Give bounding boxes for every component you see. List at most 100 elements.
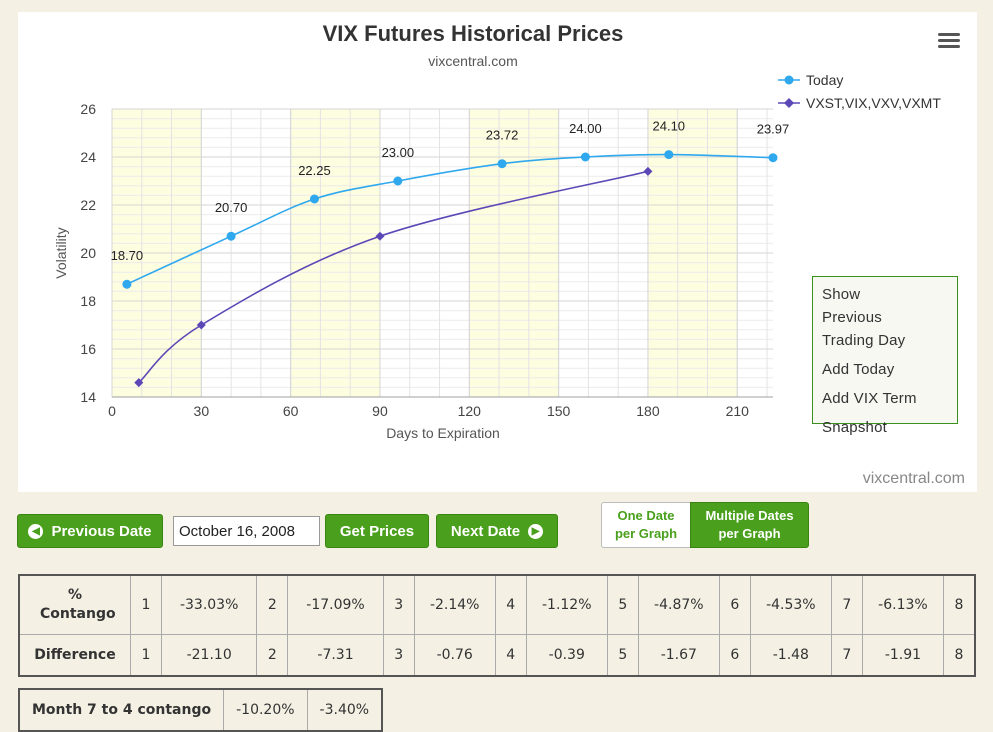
chart-title: VIX Futures Historical Prices	[323, 21, 624, 46]
data-label: 18.70	[111, 248, 144, 263]
data-label: 23.97	[757, 122, 790, 137]
diamond-marker-icon	[778, 97, 800, 108]
y-tick-label: 24	[80, 149, 96, 165]
add-today-item[interactable]: Add Today	[822, 361, 895, 378]
month-cell: 4	[494, 574, 527, 635]
x-tick-label: 210	[726, 403, 750, 419]
month-cell: 6	[718, 634, 751, 677]
add-vix-term-item[interactable]: Add VIX Term	[822, 390, 917, 407]
next-date-label: Next Date	[450, 522, 521, 540]
contango-table: % Contango 1 -33.03% 2 -17.09% 3 -2.14% …	[18, 574, 976, 677]
y-tick-label: 22	[80, 197, 96, 213]
one-date-label: One Date per Graph	[614, 508, 678, 541]
difference-value: -1.91	[861, 634, 945, 677]
today-point[interactable]	[393, 176, 403, 186]
contango-row: % Contango 1 -33.03% 2 -17.09% 3 -2.14% …	[18, 574, 976, 635]
today-point[interactable]	[768, 153, 778, 163]
chart-subtitle: vixcentral.com	[428, 53, 517, 69]
circle-arrow-right-icon: ▶	[528, 523, 544, 539]
hamburger-menu-icon[interactable]	[935, 30, 963, 54]
data-label: 20.70	[215, 200, 248, 215]
term-point[interactable]	[134, 378, 144, 388]
month-cell: 7	[830, 634, 863, 677]
y-tick-label: 14	[80, 389, 96, 405]
data-label: 23.00	[382, 145, 415, 160]
previous-date-button[interactable]: ◀ Previous Date	[17, 514, 163, 548]
x-tick-label: 90	[372, 403, 388, 419]
series-line-term	[138, 170, 649, 384]
month-cell: 3	[382, 634, 415, 677]
today-point[interactable]	[580, 152, 590, 162]
today-point[interactable]	[664, 150, 674, 160]
contango-value: -17.09%	[287, 574, 384, 635]
difference-value: -0.76	[413, 634, 496, 677]
month-cell: 8	[943, 574, 976, 635]
circle-arrow-left-icon: ◀	[28, 523, 44, 539]
contango-value: -4.53%	[749, 574, 832, 635]
x-tick-label: 60	[283, 403, 299, 419]
data-label: 24.10	[653, 119, 686, 134]
contango-value: -6.13%	[861, 574, 945, 635]
series-line-today	[126, 153, 774, 285]
vix-futures-chart: 14 16 18 20 22 24 26 0 30 60 90 120 150 180 210 VIX Fut…	[53, 21, 790, 441]
data-label: 24.00	[569, 121, 602, 136]
summary-value: -3.40%	[306, 688, 383, 732]
difference-label: Difference	[18, 634, 131, 677]
month-cell: 2	[256, 574, 289, 635]
next-date-button[interactable]: Next Date ▶	[436, 514, 558, 548]
today-point[interactable]	[122, 279, 132, 289]
month-cell: 8	[943, 634, 976, 677]
summary-label: Month 7 to 4 contango	[18, 688, 225, 732]
month-7-to-4-contango-table: Month 7 to 4 contango -10.20% -3.40%	[18, 688, 384, 732]
legend-item-term[interactable]: VXST,VIX,VXV,VXMT	[778, 91, 941, 114]
one-date-per-graph-toggle[interactable]: One Date per Graph	[601, 502, 691, 548]
term-point[interactable]	[643, 166, 653, 176]
contango-value: -1.12%	[525, 574, 608, 635]
month-cell: 1	[130, 634, 162, 677]
contango-label: % Contango	[18, 574, 131, 635]
x-tick-label: 0	[108, 403, 116, 419]
legend-item-today[interactable]: Today	[778, 68, 941, 91]
difference-value: -1.48	[749, 634, 832, 677]
difference-value: -7.31	[287, 634, 384, 677]
term-point[interactable]	[375, 231, 385, 241]
difference-row: Difference 1 -21.10 2 -7.31 3 -0.76 4 -0…	[18, 634, 976, 677]
y-tick-label: 26	[80, 101, 96, 117]
get-prices-label: Get Prices	[339, 522, 415, 540]
summary-row: Month 7 to 4 contango -10.20% -3.40%	[18, 688, 383, 732]
y-tick-label: 16	[80, 341, 96, 357]
date-input[interactable]	[173, 516, 320, 546]
today-point[interactable]	[497, 159, 507, 169]
chart-side-menu: Show Previous Trading Day Add Today Add …	[812, 276, 958, 436]
x-axis-label: Days to Expiration	[386, 425, 500, 441]
previous-date-label: Previous Date	[51, 522, 152, 540]
month-cell: 2	[256, 634, 289, 677]
month-cell: 4	[494, 634, 527, 677]
multiple-dates-per-graph-toggle[interactable]: Multiple Dates per Graph	[690, 502, 809, 548]
chart-legend: Today VXST,VIX,VXV,VXMT	[778, 68, 941, 114]
y-tick-label: 18	[80, 293, 96, 309]
today-point[interactable]	[309, 194, 319, 204]
contango-value: -33.03%	[160, 574, 258, 635]
term-point[interactable]	[196, 320, 206, 330]
month-cell: 1	[130, 574, 162, 635]
month-cell: 5	[606, 634, 639, 677]
month-cell: 6	[718, 574, 751, 635]
x-tick-label: 180	[636, 403, 660, 419]
difference-value: -0.39	[525, 634, 608, 677]
today-point[interactable]	[226, 231, 236, 241]
snapshot-item[interactable]: Snapshot	[822, 419, 887, 436]
data-label: 23.72	[486, 128, 519, 143]
circle-marker-icon	[778, 75, 800, 84]
difference-value: -1.67	[637, 634, 720, 677]
multi-date-label: Multiple Dates per Graph	[705, 508, 794, 541]
get-prices-button[interactable]: Get Prices	[325, 514, 429, 548]
chart-credit[interactable]: vixcentral.com	[862, 470, 965, 487]
month-cell: 3	[382, 574, 415, 635]
month-cell: 5	[606, 574, 639, 635]
difference-value: -21.10	[160, 634, 258, 677]
chart-panel: 14 16 18 20 22 24 26 0 30 60 90 120 150 180 210 VIX Fut…	[18, 12, 977, 492]
x-tick-label: 150	[547, 403, 571, 419]
show-previous-trading-day-item[interactable]: Show Previous Trading Day	[822, 286, 906, 349]
month-cell: 7	[830, 574, 863, 635]
